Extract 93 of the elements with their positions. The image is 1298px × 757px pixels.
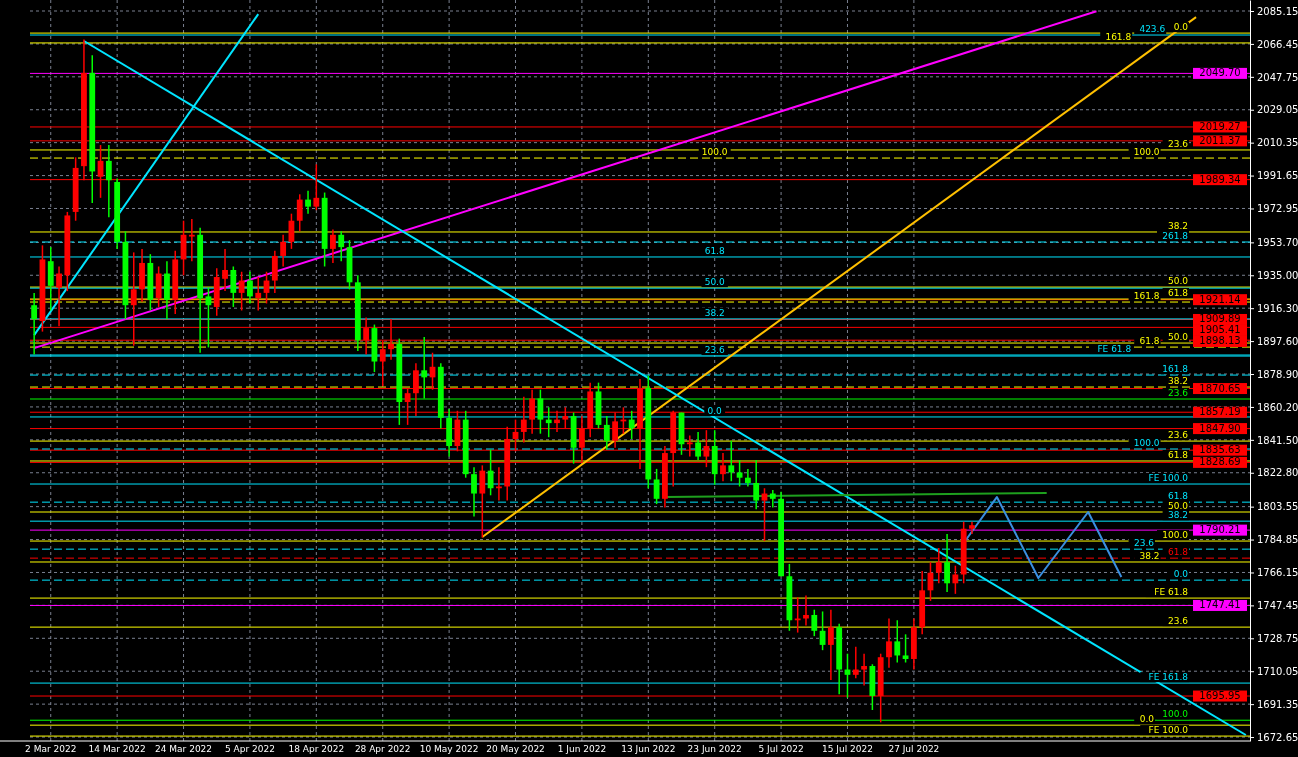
y-tick-label: 1878.90 — [1257, 368, 1298, 380]
annotation: FE 161.8 — [1148, 672, 1189, 683]
annotation: 423.6 — [1139, 24, 1166, 35]
y-tick-label: 1897.60 — [1257, 335, 1298, 347]
y-tick-label: 1953.70 — [1257, 237, 1298, 249]
ref-line-label: 1790.21 — [1199, 524, 1241, 536]
x-tick-label: 2 Mar 2022 — [25, 744, 77, 754]
annotation: 100.0 — [1133, 147, 1160, 158]
annotation: 38.2 — [1167, 376, 1188, 387]
annotation: 0.0 — [707, 405, 723, 416]
annotation: 100.0 — [1162, 530, 1189, 541]
ref-line-label: 1870.65 — [1199, 382, 1241, 394]
annotation: 61.8 — [1139, 336, 1160, 347]
ref-line-label: 2011.37 — [1199, 134, 1241, 146]
y-tick-label: 1935.00 — [1257, 269, 1298, 281]
y-tick-label: 1691.35 — [1257, 698, 1298, 710]
annotation: FE 61.8 — [1154, 587, 1189, 598]
y-tick-label: 2047.75 — [1257, 71, 1298, 83]
y-tick-label: 1803.55 — [1257, 501, 1298, 513]
annotation: 50.0 — [704, 277, 725, 288]
x-tick-label: 27 Jul 2022 — [888, 744, 940, 754]
y-tick-label: 2085.15 — [1257, 5, 1298, 17]
annotation: 0.0 — [1173, 569, 1189, 580]
y-tick-label: 1972.95 — [1257, 203, 1298, 215]
y-tick-label: 2029.05 — [1257, 104, 1298, 116]
annotation: 23.6 — [1167, 430, 1189, 441]
annotation: 100.0 — [701, 147, 728, 158]
ref-line-label: 1909.89 — [1199, 313, 1241, 325]
ref-line-label: 2019.27 — [1199, 120, 1241, 132]
annotation: 261.8 — [1162, 231, 1189, 242]
ref-line-label: 1857.19 — [1199, 406, 1241, 418]
ref-line-label: 1828.69 — [1199, 456, 1241, 468]
annotation: 50.0 — [1167, 276, 1189, 287]
x-tick-label: 23 Jun 2022 — [687, 744, 742, 754]
x-tick-label: 5 Apr 2022 — [224, 744, 275, 754]
annotation: 23.6 — [704, 345, 725, 356]
ref-line-label: 1747.41 — [1199, 599, 1241, 611]
x-tick-label: 10 May 2022 — [419, 744, 479, 754]
annotation: 23.6 — [1167, 616, 1189, 627]
x-tick-label: 15 Jul 2022 — [822, 744, 873, 754]
annotation: 0.0 — [1173, 22, 1189, 33]
annotation: 61.8 — [1167, 288, 1189, 299]
annotation: 23.6 — [1167, 388, 1189, 399]
ref-line-label: 1905.41 — [1199, 324, 1241, 336]
ref-line-label: 1898.13 — [1199, 335, 1241, 347]
annotation: 38.2 — [1167, 510, 1188, 521]
annotation: 23.6 — [1133, 538, 1155, 549]
y-tick-label: 1784.85 — [1257, 534, 1298, 546]
x-tick-label: 24 Mar 2022 — [155, 744, 213, 754]
ref-line-label: 1847.90 — [1199, 422, 1241, 434]
annotation: 161.8 — [1105, 31, 1132, 42]
annotation: 50.0 — [1167, 501, 1189, 512]
annotation: FE 100.0 — [1148, 725, 1189, 736]
annotation: 61.8 — [1167, 449, 1189, 460]
annotation: 161.8 — [1133, 291, 1160, 302]
x-tick-label: 1 Jun 2022 — [557, 744, 607, 754]
annotation: 38.2 — [1167, 220, 1188, 231]
annotation: 100.0 — [1133, 438, 1160, 448]
annotation: 161.8 — [1162, 364, 1189, 375]
annotation: 61.8 — [1167, 491, 1189, 502]
y-tick-label: 1728.75 — [1257, 633, 1298, 644]
y-tick-label: 2066.45 — [1257, 38, 1298, 50]
annotation: 0.0 — [1139, 714, 1155, 725]
y-tick-label: 1841.50 — [1257, 434, 1298, 446]
x-tick-label: 5 Jul 2022 — [758, 744, 804, 754]
x-tick-label: 28 Apr 2022 — [354, 744, 411, 754]
annotation: 38.2 — [1139, 551, 1160, 561]
annotation: 38.2 — [704, 307, 725, 318]
y-tick-label: 1766.15 — [1257, 567, 1298, 579]
annotation: 23.6 — [1167, 138, 1189, 149]
ref-line-label: 1921.14 — [1199, 293, 1241, 305]
x-tick-label: 18 Apr 2022 — [288, 744, 345, 754]
y-tick-label: 1860.20 — [1257, 401, 1298, 413]
y-tick-label: 1991.65 — [1257, 170, 1298, 182]
annotation: FE 61.8 — [1097, 344, 1132, 355]
annotation: FE 100.0 — [1148, 473, 1189, 484]
ref-line-label: 2049.70 — [1199, 67, 1241, 79]
y-tick-label: 2010.35 — [1257, 137, 1298, 149]
ref-line-label: 1695.95 — [1199, 690, 1241, 702]
annotation: 100.0 — [1162, 709, 1189, 720]
y-tick-label: 1710.05 — [1257, 665, 1298, 677]
ref-line-label: 1835.63 — [1199, 444, 1241, 456]
x-tick-label: 14 Mar 2022 — [88, 744, 146, 754]
ref-line-label: 1989.34 — [1199, 173, 1241, 185]
y-tick-label: 1822.80 — [1257, 467, 1298, 479]
x-tick-label: 13 Jun 2022 — [621, 744, 676, 754]
y-tick-label: 1916.30 — [1257, 302, 1298, 314]
x-tick-label: 20 May 2022 — [486, 744, 545, 754]
annotation: 61.8 — [1167, 547, 1189, 558]
y-tick-label: 1672.65 — [1257, 731, 1298, 743]
annotation: 50.0 — [1167, 332, 1189, 343]
annotation: 61.8 — [704, 245, 725, 256]
y-tick-label: 1747.45 — [1257, 600, 1298, 612]
